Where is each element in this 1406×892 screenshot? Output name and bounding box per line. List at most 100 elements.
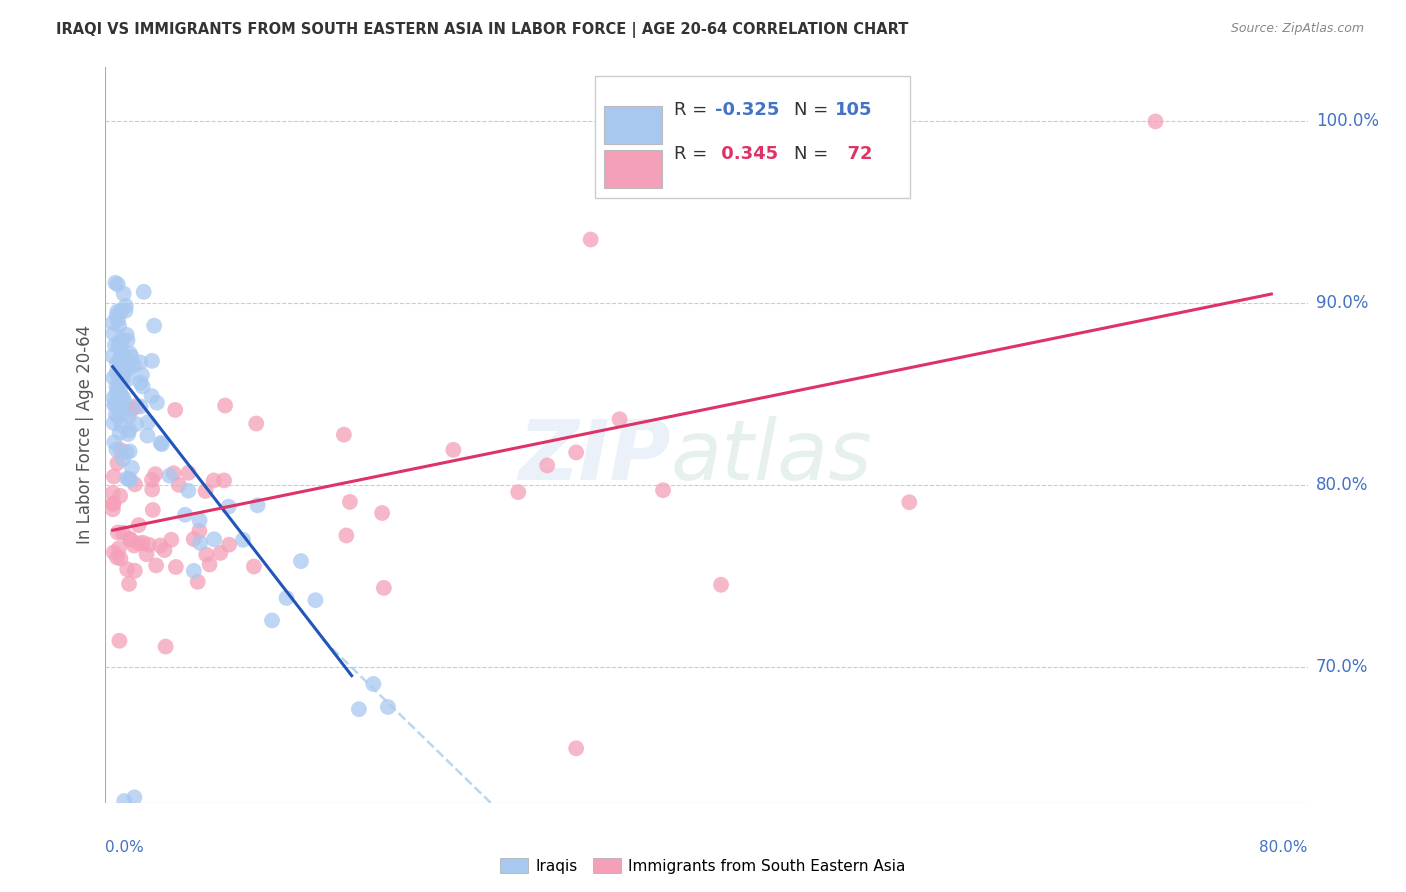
Point: [108, 394, 131, 409]
Point: [110, 389, 132, 403]
Point: [118, 346, 141, 360]
Point: [136, 428, 159, 442]
Point: [115, 562, 138, 576]
Point: [198, 558, 221, 572]
Point: [103, 416, 125, 430]
Point: [118, 409, 141, 424]
Point: [108, 354, 131, 368]
Point: [120, 533, 142, 548]
Point: [373, 581, 395, 595]
Point: [105, 366, 128, 380]
Point: [243, 559, 266, 574]
Point: [103, 370, 125, 384]
Point: [218, 538, 240, 552]
Text: 90.0%: 90.0%: [1316, 294, 1368, 312]
Point: [508, 485, 530, 500]
Point: [108, 541, 131, 556]
Point: [124, 477, 146, 491]
Point: [121, 350, 143, 364]
Text: 72: 72: [835, 145, 873, 162]
Point: [122, 358, 145, 372]
Point: [108, 334, 131, 349]
Point: [101, 316, 124, 330]
Point: [105, 550, 128, 565]
Point: [108, 489, 131, 503]
Point: [118, 472, 141, 486]
Point: [105, 386, 128, 401]
Point: [103, 435, 125, 450]
Point: [188, 513, 211, 527]
Point: [363, 677, 385, 691]
FancyBboxPatch shape: [605, 150, 662, 188]
Point: [135, 547, 157, 561]
Point: [107, 456, 129, 470]
Text: 80.0%: 80.0%: [1260, 840, 1308, 855]
Point: [121, 402, 143, 417]
Point: [150, 437, 173, 451]
Point: [195, 548, 218, 562]
Point: [146, 395, 169, 409]
Point: [103, 497, 125, 511]
Point: [377, 700, 399, 714]
Point: [652, 483, 675, 498]
Point: [104, 408, 127, 422]
Point: [335, 528, 357, 542]
Point: [110, 551, 132, 566]
Point: [304, 593, 326, 607]
Y-axis label: In Labor Force | Age 20-64: In Labor Force | Age 20-64: [76, 326, 94, 544]
Point: [609, 412, 631, 426]
Point: [141, 389, 163, 403]
Point: [124, 564, 146, 578]
Point: [165, 403, 187, 417]
Point: [141, 483, 163, 497]
Point: [114, 395, 136, 409]
Point: [105, 356, 128, 370]
Point: [110, 367, 132, 381]
Point: [103, 398, 125, 412]
Point: [128, 536, 150, 550]
Point: [145, 558, 167, 573]
Point: [121, 460, 143, 475]
Point: [107, 339, 129, 353]
Point: [202, 474, 225, 488]
Point: [167, 478, 190, 492]
Point: [105, 379, 128, 393]
Point: [246, 499, 269, 513]
Point: [117, 427, 139, 442]
Text: -0.325: -0.325: [714, 101, 779, 119]
Point: [111, 452, 134, 467]
Point: [114, 303, 136, 318]
Point: [112, 525, 135, 540]
Point: [108, 353, 131, 368]
Point: [118, 577, 141, 591]
Text: Source: ZipAtlas.com: Source: ZipAtlas.com: [1230, 22, 1364, 36]
Point: [107, 409, 129, 424]
Point: [129, 355, 152, 369]
Point: [129, 376, 152, 390]
Text: 80.0%: 80.0%: [1316, 475, 1368, 494]
Point: [149, 436, 172, 450]
Point: [112, 406, 135, 420]
Point: [115, 299, 138, 313]
Text: 0.0%: 0.0%: [105, 840, 145, 855]
Point: [103, 545, 125, 559]
Point: [120, 473, 142, 487]
Point: [339, 495, 361, 509]
Point: [209, 546, 232, 560]
Point: [131, 368, 153, 382]
Point: [194, 483, 217, 498]
Point: [111, 352, 134, 367]
Point: [212, 474, 235, 488]
Point: [101, 486, 124, 500]
Point: [202, 533, 225, 547]
Point: [101, 349, 124, 363]
Point: [333, 427, 356, 442]
Point: [132, 536, 155, 550]
Point: [125, 417, 148, 431]
Point: [118, 532, 141, 546]
Point: [128, 518, 150, 533]
Point: [136, 415, 159, 429]
Point: [138, 538, 160, 552]
Point: [371, 506, 394, 520]
Point: [142, 503, 165, 517]
